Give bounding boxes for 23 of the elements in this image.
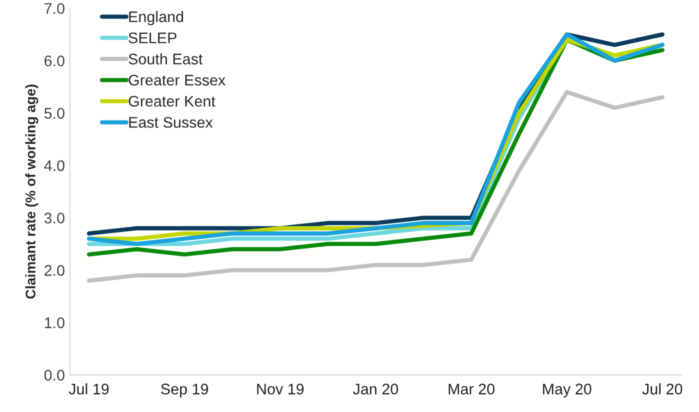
x-tick-label: May 20 bbox=[543, 384, 592, 398]
line-series bbox=[86, 90, 664, 283]
y-tick-label: 3.0 bbox=[44, 212, 64, 224]
x-tick-label: Jan 20 bbox=[353, 384, 398, 394]
y-tick-label: 5.0 bbox=[44, 108, 64, 119]
y-tick-label: 4.0 bbox=[44, 160, 64, 172]
legend-label: East Sussex bbox=[129, 116, 213, 128]
x-tick-label: Sep 19 bbox=[161, 384, 208, 398]
y-tick-label: 1.0 bbox=[44, 317, 64, 328]
x-tick-label: Jul 19 bbox=[68, 383, 109, 394]
x-tick-label: Jul 20 bbox=[642, 383, 682, 394]
legend-label: Greater Essex bbox=[128, 74, 226, 86]
legend-label: Greater Kent bbox=[128, 96, 216, 107]
y-axis-title: Claimant rate (% of working age) bbox=[25, 84, 38, 299]
y-tick-label: 0.0 bbox=[44, 370, 64, 381]
x-tick-label: Mar 20 bbox=[448, 384, 494, 394]
y-tick-label: 2.0 bbox=[44, 265, 64, 276]
y-tick-label: 6.0 bbox=[44, 55, 64, 66]
legend-label: South East bbox=[128, 53, 203, 64]
x-tick-label: Nov 19 bbox=[257, 384, 304, 394]
legend-label: England bbox=[129, 10, 184, 26]
y-tick-label: 7.0 bbox=[44, 3, 64, 14]
legend-label: SELEP bbox=[128, 32, 176, 44]
